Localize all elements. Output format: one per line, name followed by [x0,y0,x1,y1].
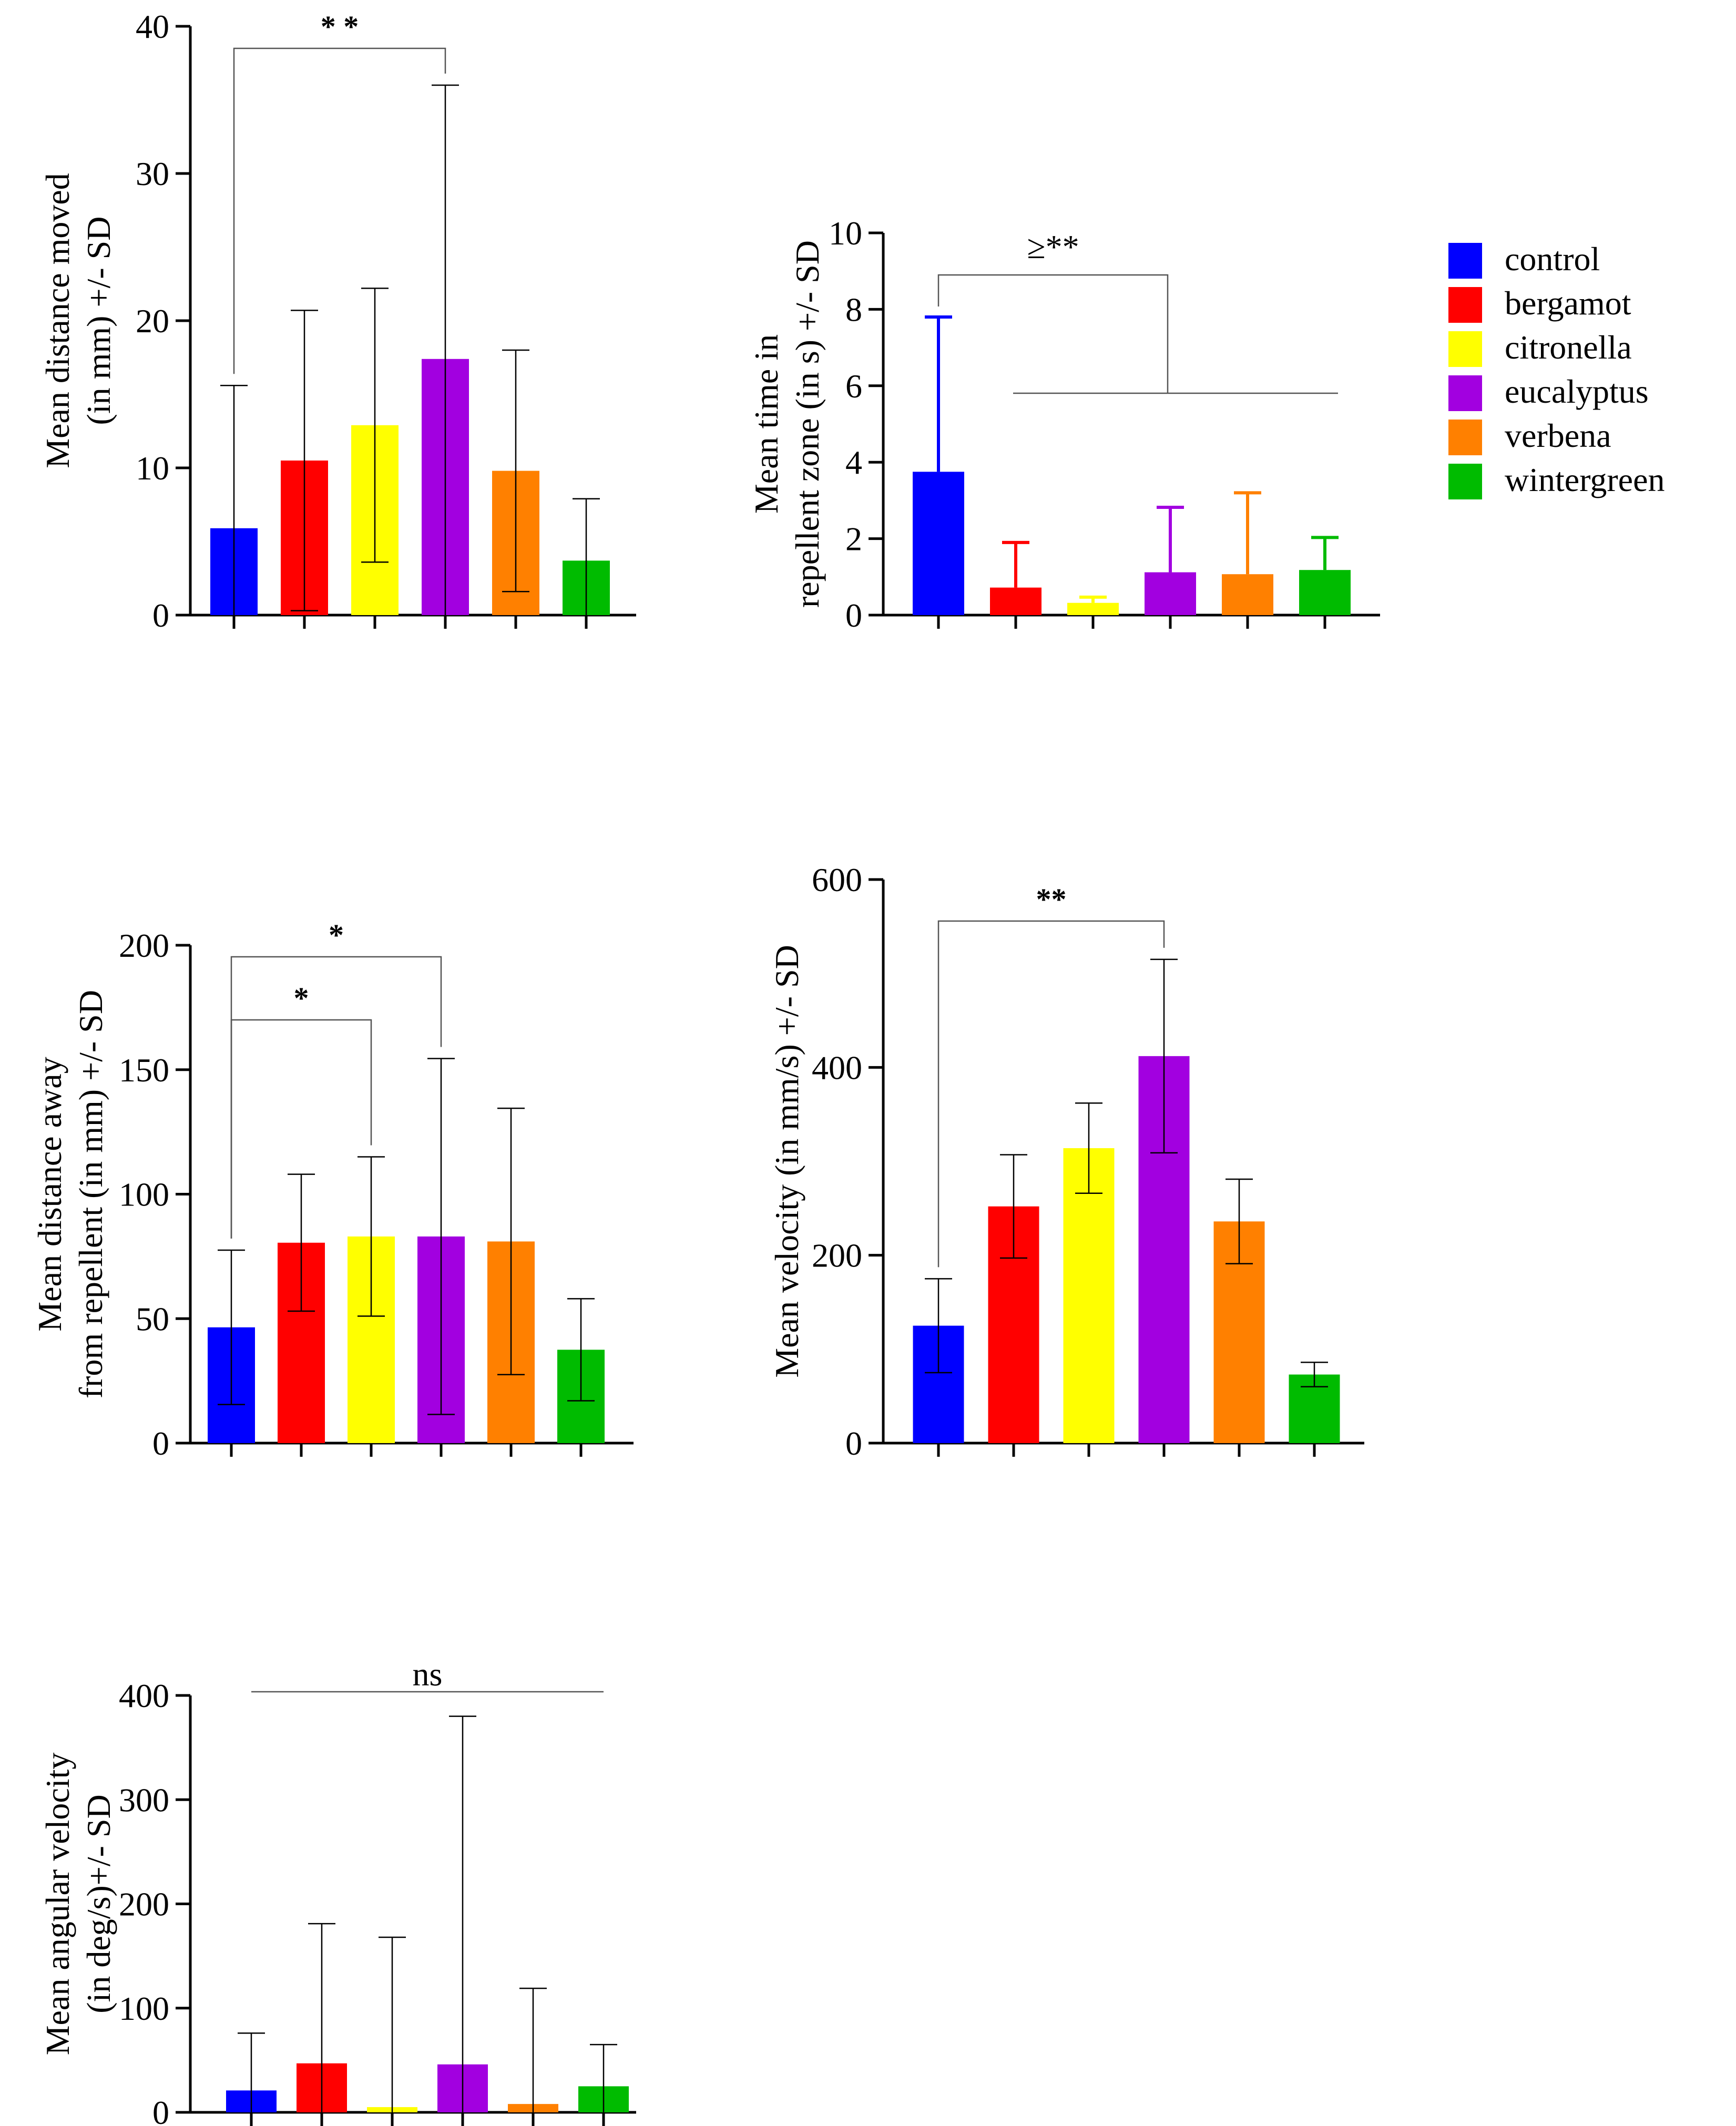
y-axis-title-line: from repellent (in mm) +/- SD [72,990,109,1398]
legend-swatch-citronella [1448,331,1482,367]
y-tick-label: 200 [119,927,169,964]
chart-distance-away: 0 50 100 150 200 Mean distance away from repel… [31,918,634,1462]
y-tick-label: 6 [845,367,862,405]
significance-label: * * [321,9,359,44]
y-axis-title-line: Mean velocity (in mm/s) +/- SD [768,945,805,1378]
bar-citronella [1067,602,1119,615]
y-tick-label: 30 [136,155,169,192]
significance-label: * [294,981,309,1015]
legend-label-eucalyptus: eucalyptus [1505,373,1649,410]
y-axis-title: Mean time in repellent zone (in s) +/- SD [748,240,826,608]
y-axis-title-line: Mean distance away [31,1057,68,1331]
y-tick-label: 8 [845,291,862,328]
legend-swatch-bergamot [1448,287,1482,323]
significance-bracket [937,274,1169,393]
legend-swatch-control [1448,243,1482,279]
y-tick-label: 100 [119,1990,169,2027]
y-tick-label: 10 [136,449,169,487]
y-tick-label: 600 [812,861,862,898]
bar-bergamot [990,587,1041,615]
y-axis-title-line: Mean distance moved [39,173,76,468]
legend-label-verbena: verbena [1505,417,1611,454]
legend-swatch-eucalyptus [1448,375,1482,411]
y-tick-label: 300 [119,1781,169,1818]
significance-label: * [329,918,344,952]
y-tick-label: 0 [152,1425,169,1462]
y-tick-label: 10 [829,214,862,252]
legend-label-control: control [1505,240,1600,278]
y-tick-label: 40 [136,8,169,45]
y-axis-title: Mean velocity (in mm/s) +/- SD [768,945,805,1378]
y-tick-label: 0 [152,597,169,634]
legend-label-citronella: citronella [1505,329,1632,366]
y-tick-label: 20 [136,302,169,340]
y-tick-label: 400 [812,1049,862,1086]
y-tick-label: 400 [119,1677,169,1714]
y-tick-label: 50 [136,1300,169,1337]
significance-label: ns [413,1655,443,1693]
chart-distance-moved: 0 10 20 30 40 Mean distance moved (in mm) +/- … [39,8,636,634]
legend-label-wintergreen: wintergreen [1505,461,1664,498]
significance-label: ≥** [1027,228,1079,265]
legend-label-bergamot: bergamot [1505,284,1631,322]
significance-bracket [230,1019,372,1239]
y-axis-title: Mean angular velocity (in deg/s)+/- SD [39,1753,117,2056]
y-axis-title-line: Mean angular velocity [39,1753,76,2056]
bar-eucalyptus [1145,572,1196,615]
y-tick-label: 4 [845,444,862,481]
y-tick-label: 200 [812,1237,862,1274]
y-tick-label: 100 [119,1176,169,1213]
y-tick-label: 200 [119,1886,169,1923]
y-tick-label: 0 [152,2094,169,2126]
significance-label: ** [1036,882,1067,916]
chart-velocity: 0 200 400 600 Mean velocity (in mm/s) +/- SD… [768,861,1364,1462]
bar-control [913,472,964,615]
y-tick-label: 150 [119,1051,169,1089]
bar-verbena [1222,574,1273,615]
y-tick-label: 0 [845,1425,862,1462]
significance-bracket [233,47,446,374]
legend-swatch-verbena [1448,420,1482,455]
y-axis-title-line: Mean time in [748,334,785,514]
y-axis-title: Mean distance away from repellent (in mm)… [31,990,109,1398]
y-tick-label: 0 [845,597,862,634]
legend-swatch-wintergreen [1448,464,1482,499]
chart-angular-velocity: 0 100 200 300 400 Mean angular velocity (in de… [39,1655,636,2126]
y-axis-title-line: repellent zone (in s) +/- SD [789,240,826,608]
significance-bracket [230,956,442,1239]
bar-wintergreen [1299,570,1351,615]
legend: control bergamot citronella eucalyptus verbe… [1448,240,1664,499]
y-axis-title-line: (in mm) +/- SD [80,217,117,425]
y-tick-label: 2 [845,520,862,558]
y-axis-title-line: (in deg/s)+/- SD [80,1794,117,2013]
bar-citronella [1063,1148,1115,1443]
significance-bracket [937,920,1165,1268]
y-axis-title: Mean distance moved (in mm) +/- SD [39,173,117,468]
